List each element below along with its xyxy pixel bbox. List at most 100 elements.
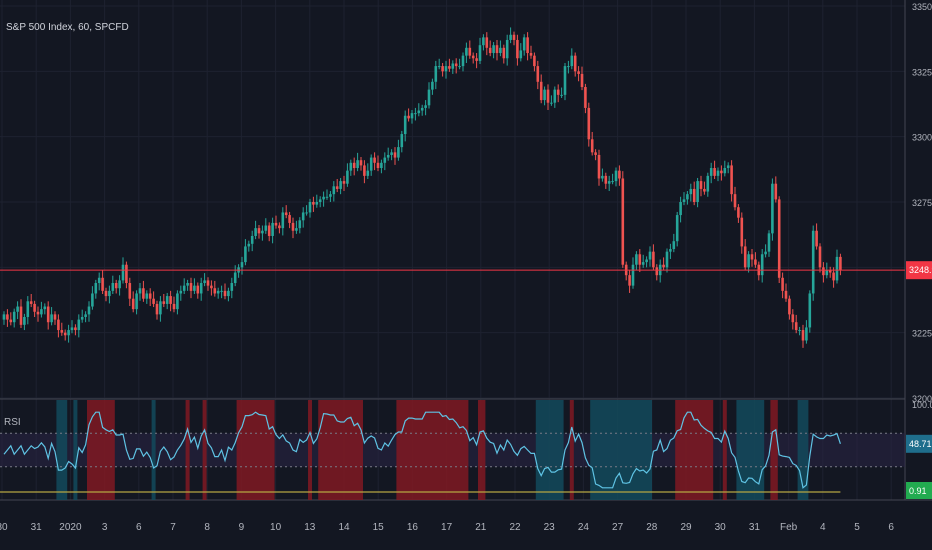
candle-body	[291, 222, 295, 231]
candle-body	[414, 113, 417, 115]
candle-body	[172, 303, 176, 310]
candle-body	[19, 306, 23, 325]
candle-body	[186, 283, 189, 286]
candle-body	[512, 34, 516, 40]
candle-body	[142, 288, 145, 299]
candle-body	[618, 170, 621, 179]
candle-body	[165, 296, 169, 304]
candle-body	[754, 259, 757, 265]
candle-body	[655, 267, 659, 276]
candle-body	[346, 170, 349, 184]
candle-body	[70, 327, 74, 331]
candle-body	[159, 301, 162, 315]
candle-body	[669, 249, 672, 252]
candle-body	[254, 228, 257, 236]
oversold-zone	[151, 400, 156, 500]
candle-body	[216, 290, 220, 294]
candle-body	[485, 37, 489, 48]
candle-body	[505, 39, 509, 59]
candle-body	[271, 222, 274, 236]
candle-body	[628, 275, 631, 286]
candle-body	[318, 199, 322, 202]
overbought-zone	[770, 400, 778, 500]
overbought-zone	[569, 400, 574, 500]
candle-body	[509, 34, 512, 40]
candle-body	[315, 202, 319, 205]
overbought-zone	[87, 400, 115, 500]
candle-body	[257, 228, 261, 234]
candle-body	[281, 212, 285, 229]
candle-body	[6, 314, 9, 320]
candle-body	[29, 301, 33, 304]
price-tick-label: 3325.00	[912, 67, 932, 77]
candle-body	[526, 37, 529, 54]
candle-body	[468, 47, 472, 56]
candle-body	[580, 73, 584, 88]
candle-body	[410, 113, 414, 119]
candle-body	[264, 225, 268, 231]
candle-body	[274, 222, 278, 226]
oversold-zone	[736, 400, 765, 500]
candle-body	[182, 285, 186, 291]
candle-body	[189, 283, 193, 291]
oversold-zone	[73, 400, 78, 500]
candle-body	[322, 196, 325, 200]
overbought-zone	[478, 400, 486, 500]
candle-body	[801, 330, 805, 341]
candle-body	[703, 188, 706, 192]
candle-body	[135, 293, 138, 310]
candle-body	[556, 89, 560, 95]
candle-body	[570, 55, 574, 67]
candle-body	[366, 170, 370, 176]
time-tick-label: 13	[304, 522, 316, 533]
time-tick-label: 24	[578, 522, 590, 533]
candle-body	[312, 202, 315, 205]
candle-body	[692, 188, 696, 202]
candle-body	[376, 162, 380, 169]
candle-body	[74, 327, 77, 331]
candle-body	[451, 63, 455, 69]
candle-body	[63, 332, 67, 336]
candle-body	[645, 259, 648, 263]
candle-body	[284, 212, 288, 216]
candle-body	[743, 246, 747, 268]
candle-body	[424, 105, 427, 108]
candle-body	[815, 230, 818, 247]
candle-body	[621, 178, 625, 265]
candle-body	[131, 298, 135, 310]
candle-body	[295, 228, 298, 231]
candle-body	[329, 194, 332, 197]
candle-body	[301, 212, 305, 221]
candle-body	[607, 181, 611, 184]
candle-body	[631, 264, 635, 286]
candle-body	[278, 225, 281, 229]
candle-body	[308, 202, 312, 213]
candle-body	[104, 290, 108, 297]
candle-body	[417, 110, 421, 114]
candle-body	[148, 293, 152, 299]
rsi-line	[3, 411, 841, 489]
rsi-value-label: 48.71	[909, 439, 932, 449]
candle-body	[699, 181, 703, 189]
candle-body	[220, 290, 223, 292]
time-tick-label: 8	[204, 522, 210, 533]
candle-body	[298, 220, 302, 229]
candle-body	[352, 162, 356, 169]
candle-body	[390, 152, 393, 155]
time-tick-label: 21	[475, 522, 487, 533]
candle-body	[794, 322, 798, 331]
candle-body	[604, 175, 608, 184]
candle-body	[332, 186, 336, 195]
candle-body	[145, 293, 149, 299]
candle-body	[169, 296, 172, 304]
candle-body	[101, 277, 104, 291]
candle-body	[543, 89, 546, 101]
candle-body	[196, 285, 200, 294]
candle-body	[407, 115, 410, 119]
candle-body	[50, 314, 53, 323]
oversold-zone	[56, 400, 68, 500]
time-tick-label: 5	[854, 522, 860, 533]
candle-body	[118, 280, 121, 289]
candle-body	[635, 254, 638, 265]
